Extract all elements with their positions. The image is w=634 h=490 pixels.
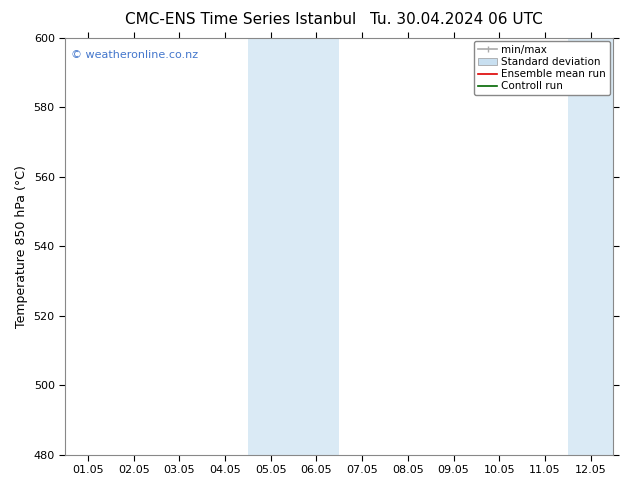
Bar [248, 38, 339, 455]
Bar [568, 38, 634, 455]
Text: © weatheronline.co.nz: © weatheronline.co.nz [71, 50, 198, 60]
Legend: min/max, Standard deviation, Ensemble mean run, Controll run: min/max, Standard deviation, Ensemble me… [474, 41, 611, 96]
Y-axis label: Temperature 850 hPa (°C): Temperature 850 hPa (°C) [15, 165, 28, 328]
Text: Tu. 30.04.2024 06 UTC: Tu. 30.04.2024 06 UTC [370, 12, 543, 27]
Text: CMC-ENS Time Series Istanbul: CMC-ENS Time Series Istanbul [126, 12, 356, 27]
